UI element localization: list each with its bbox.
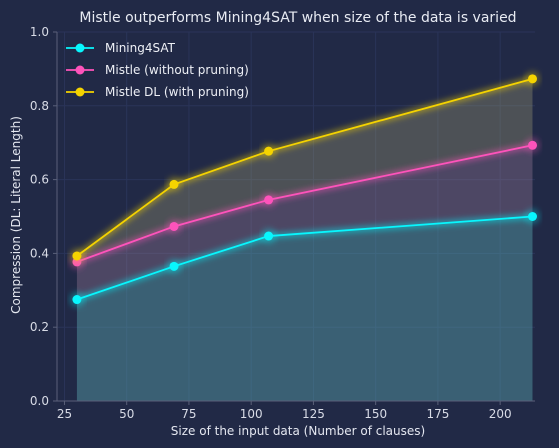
legend-label: Mistle DL (with pruning) [105,85,249,99]
legend: Mining4SAT Mistle (without pruning) Mistle… [66,41,249,99]
x-tick-label: 150 [364,407,387,421]
chart-title: Mistle outperforms Mining4SAT when size … [79,10,516,26]
area-fill [76,78,533,262]
area-fill-under [76,78,533,401]
data-point [528,140,538,150]
data-point [528,74,538,84]
legend-swatch-marker [75,87,85,97]
data-point [72,295,82,305]
legend-label: Mining4SAT [105,41,176,55]
series-line [76,77,533,257]
y-tick-label: 0.0 [30,394,49,408]
area-fill [76,145,533,300]
data-point [264,146,274,156]
axes: 25 50 75 100 125 150 175 200 0.0 0.2 0.4 0.6 0.8 1.0 [30,25,535,421]
x-tick-label: 175 [426,407,449,421]
legend-swatch-marker [75,65,85,75]
data-point [528,212,538,221]
y-tick-label: 0.2 [30,320,49,334]
x-tick-label: 50 [119,407,134,421]
legend-label: Mistle (without pruning) [105,63,249,77]
y-axis-label: Compression (DL: Literal Length) [9,116,23,314]
x-tick-label: 75 [181,407,196,421]
y-tick-label: 1.0 [30,25,49,39]
data-point [169,179,179,189]
grid-lines [57,31,535,402]
y-tick-label: 0.8 [30,99,49,113]
x-tick-label: 200 [489,407,512,421]
legend-swatch-marker [75,43,85,53]
data-point [169,261,179,271]
data-point [72,251,82,261]
data-point [169,221,179,231]
y-tick-label: 0.6 [30,173,49,187]
series-lines [68,70,541,308]
series-line [76,144,533,263]
x-tick-label: 25 [57,407,72,421]
data-point [264,195,274,205]
x-tick-label: 125 [302,407,325,421]
x-tick-label: 100 [240,407,263,421]
data-point [264,231,274,241]
series-line [76,215,533,301]
y-tick-label: 0.4 [30,246,49,260]
x-axis-label: Size of the input data (Number of clause… [171,424,425,438]
